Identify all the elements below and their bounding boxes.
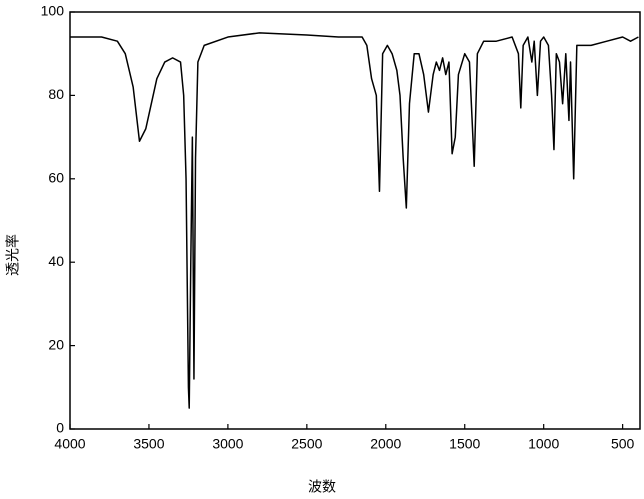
y-tick-label: 60 [48, 170, 64, 186]
y-axis-label: 透光率 [5, 234, 21, 276]
x-tick-label: 4000 [54, 436, 85, 452]
spectrum-line [70, 32, 639, 409]
y-tick-label: 0 [56, 420, 64, 436]
y-tick-label: 80 [48, 86, 64, 102]
x-tick-label: 2000 [370, 436, 401, 452]
x-tick-label: 3000 [212, 436, 243, 452]
plot-frame [69, 11, 641, 430]
y-tick-label: 20 [48, 336, 64, 352]
x-tick-label: 1000 [528, 436, 559, 452]
x-tick-label: 3500 [133, 436, 164, 452]
x-tick-label: 1500 [449, 436, 480, 452]
x-axis-label: 波数 [308, 479, 336, 495]
x-tick-label: 500 [611, 436, 635, 452]
y-tick-label: 100 [41, 3, 65, 19]
y-tick-label: 40 [48, 253, 64, 269]
x-tick-label: 2500 [291, 436, 322, 452]
